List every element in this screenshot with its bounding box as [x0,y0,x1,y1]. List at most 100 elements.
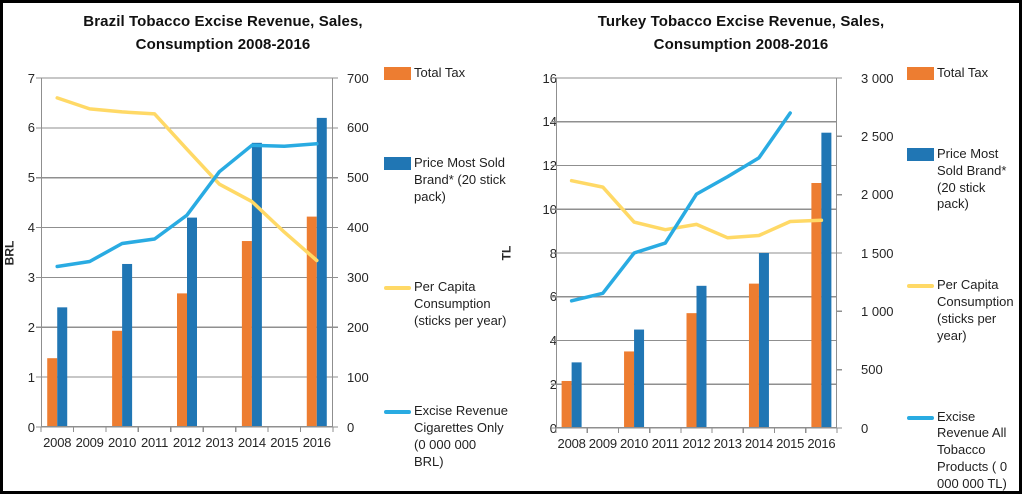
y-right-tick-label: 500 [347,170,369,186]
y-left-tick-label: 16 [542,70,557,86]
y-left-tick-label: 4 [27,220,35,236]
y-left-tick-label: 6 [27,120,35,136]
bar-blue-2016 [821,132,832,428]
y-right-tick-label: 1 000 [861,303,894,319]
chart-title: Turkey Tobacco Excise Revenue, Sales, Con… [541,11,941,56]
y-left-tick-label: 5 [27,170,35,186]
x-tick-label: 2014 [744,436,773,451]
y-left-tick-label: 1 [27,369,35,385]
y-right-tick-label: 200 [347,319,369,335]
x-tick-label: 2015 [776,436,805,451]
y-right-tick-label: 300 [347,269,369,285]
bar-blue-2014 [251,142,262,428]
legend-label: Excise Revenue Cigarettes Only (0 000 00… [414,403,508,470]
x-tick-label: 2014 [237,435,266,450]
y-left-tick-label: 7 [27,70,35,86]
legend-item-yellow: Per Capita Consumption (sticks per year) [907,277,1014,345]
legend-label: Excise Revenue All Tobacco Products ( 0 … [937,408,1008,492]
bar-orange-2016 [811,183,822,428]
bar-blue-2010 [634,329,645,428]
plot-area [551,77,842,433]
plot-area [36,77,338,432]
y-axis-title: TL [499,245,514,261]
y-right-tick-label: 2 500 [861,128,894,144]
legend: Total Tax Price Most Sold Brand* (20 stic… [384,65,508,471]
bar-orange-2014 [748,283,759,428]
legend-item-blue: Price Most Sold Brand* (20 stick pack) [384,155,508,206]
bar-orange-2008 [47,358,58,427]
legend-bar-swatch-icon [384,67,411,80]
bar-blue-2016 [316,117,327,427]
y-right-tick-label: 700 [347,70,369,86]
x-tick-label: 2010 [619,436,649,451]
bar-orange-2014 [241,241,252,427]
bar-blue-2010 [122,263,133,427]
line-yellow [569,178,824,240]
legend-line-swatch-icon [384,410,411,415]
line-yellow [55,96,319,263]
y-right-tick-label: 0 [861,420,869,436]
legend-bar-swatch-icon [907,67,934,80]
legend-line-swatch-icon [907,415,934,420]
legend-item-yellow: Per Capita Consumption (sticks per year) [384,279,508,330]
bar-blue-2008 [571,362,582,428]
y-left-tick-label: 0 [27,419,35,435]
legend-label: Price Most Sold Brand* (20 stick pack) [414,155,506,205]
y-right-tick-label: 600 [347,120,369,136]
legend-line-swatch-icon [384,286,411,291]
y-right-tick-label: 1 500 [861,245,894,261]
x-tick-label: 2015 [270,435,299,450]
legend-label: Total Tax [937,65,989,80]
chart-title-line: Brazil Tobacco Excise Revenue, Sales, [83,13,363,30]
legend-label: Total Tax [414,65,466,80]
legend-item-cyan: Excise Revenue All Tobacco Products ( 0 … [907,408,1011,492]
y-left-tick-label: 2 [27,319,35,335]
turkey-chart: Turkey Tobacco Excise Revenue, Sales, Con… [499,3,1019,492]
bar-orange-2016 [306,216,317,427]
x-tick-label: 2012 [172,435,202,450]
y-left-tick-label: 10 [542,201,557,217]
chart-title-line: Consumption 2008-2016 [653,35,829,53]
x-tick-label: 2011 [651,436,679,451]
bar-orange-2008 [561,380,572,428]
y-right-tick-label: 100 [347,369,369,385]
legend-bar-swatch-icon [384,157,411,171]
x-tick-label: 2009 [588,436,617,451]
bar-orange-2010 [624,351,635,428]
legend-label: Price Most Sold Brand* (20 stick pack) [937,145,1007,212]
legend-bar-swatch-icon [907,147,934,161]
legend-item-orange: Total Tax [907,65,1011,82]
y-right-tick-label: 2 000 [861,187,894,203]
y-right-tick-label: 400 [347,220,369,236]
legend-item-cyan: Excise Revenue Cigarettes Only (0 000 00… [384,403,508,471]
x-tick-label: 2016 [807,436,836,451]
legend: Total Tax Price Most Sold Brand* (20 stic… [907,65,1014,492]
legend-item-orange: Total Tax [384,65,508,82]
chart-title-line: Consumption 2008-2016 [135,35,311,53]
bar-orange-2012 [177,293,187,427]
chart-title-line: Turkey Tobacco Excise Revenue, Sales, [597,13,885,30]
x-tick-label: 2008 [557,436,586,451]
x-tick-label: 2010 [108,435,137,450]
legend-item-blue: Price Most Sold Brand* (20 stick pack) [907,146,1011,214]
x-tick-label: 2011 [140,435,169,450]
bar-orange-2012 [686,313,697,428]
y-left-tick-label: 12 [542,158,557,173]
x-tick-label: 2008 [43,435,72,450]
y-left-tick-label: 14 [542,114,557,130]
x-tick-label: 2012 [682,436,711,451]
legend-line-swatch-icon [907,284,934,289]
bar-blue-2012 [187,217,197,427]
x-tick-label: 2013 [205,435,234,450]
y-axis-title: BRL [2,240,17,265]
chart-title: Brazil Tobacco Excise Revenue, Sales, Con… [23,11,423,56]
brazil-chart: Brazil Tobacco Excise Revenue, Sales, Con… [3,3,511,491]
y-right-tick-label: 0 [347,419,355,435]
bar-blue-2012 [696,285,707,428]
x-tick-label: 2013 [713,436,742,451]
legend-label: Per Capita Consumption (sticks per year) [937,277,1014,343]
y-right-tick-label: 3 000 [861,70,894,86]
x-tick-label: 2009 [75,435,104,450]
bar-blue-2008 [57,307,68,427]
